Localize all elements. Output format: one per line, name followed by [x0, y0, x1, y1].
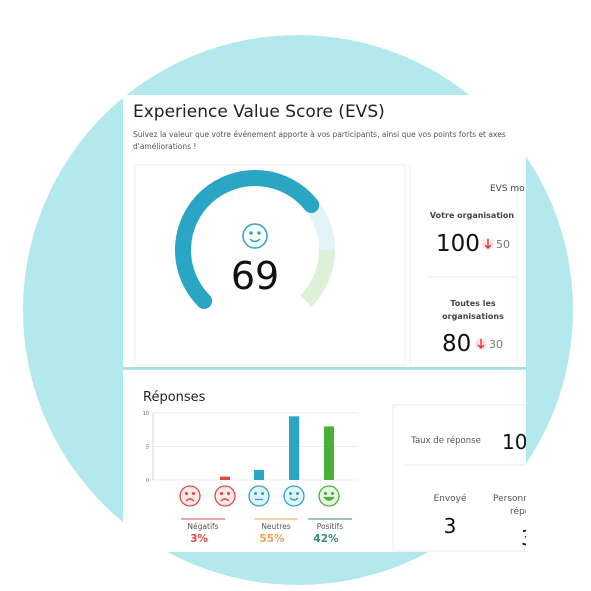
- stat-value: 3: [443, 514, 457, 538]
- bar: [289, 416, 299, 480]
- down-arrow-icon: [475, 338, 487, 350]
- stat-label: Taux de réponse: [411, 436, 481, 446]
- row-change: 50: [496, 238, 510, 251]
- row-value: 100: [436, 231, 480, 257]
- row-change: 30: [489, 338, 503, 351]
- stat-value: 3: [521, 526, 526, 550]
- chart-title: Réponses: [143, 390, 206, 405]
- stat-label: répo: [510, 507, 526, 517]
- group-share: 3%: [190, 533, 208, 545]
- stats-panel: [392, 404, 526, 552]
- page-subtitle: Suivez la valeur que votre événement app…: [133, 130, 506, 151]
- down-arrow-icon: [482, 238, 494, 250]
- gauge-arc: [175, 170, 320, 309]
- group-label: Positifs: [316, 522, 344, 531]
- y-tick-label: 5: [146, 445, 149, 451]
- bar: [324, 426, 334, 480]
- row-label: Toutes les organisations: [442, 299, 504, 321]
- row-label: Votre organisation: [429, 211, 515, 220]
- group-share: 55%: [259, 533, 285, 545]
- group-label: Négatifs: [187, 522, 219, 531]
- page-title: Experience Value Score (EVS): [133, 102, 385, 122]
- ui: 0 5 10: [123, 164, 526, 552]
- y-tick-label: 10: [143, 411, 149, 417]
- face-icons: [179, 485, 340, 507]
- y-tick-label: 0: [146, 478, 149, 484]
- group-share: 42%: [313, 533, 339, 545]
- bar: [254, 469, 264, 480]
- group-label: Neutres: [261, 522, 291, 531]
- stat-label: Envoyé: [433, 494, 467, 504]
- gauge-panel: [134, 164, 406, 366]
- bar: [220, 476, 230, 480]
- gauge-track: [300, 249, 336, 307]
- screenshot: 0 5 10 Experience Value Score (EVS) Suivez…: [123, 102, 526, 552]
- gauge-score: 69: [230, 254, 280, 298]
- smiley-icon: [242, 223, 268, 249]
- row-value: 80: [442, 331, 472, 357]
- stat-value: 10: [502, 430, 526, 454]
- benchmark-title: EVS mo: [490, 184, 525, 194]
- stat-label: Personn: [493, 494, 526, 504]
